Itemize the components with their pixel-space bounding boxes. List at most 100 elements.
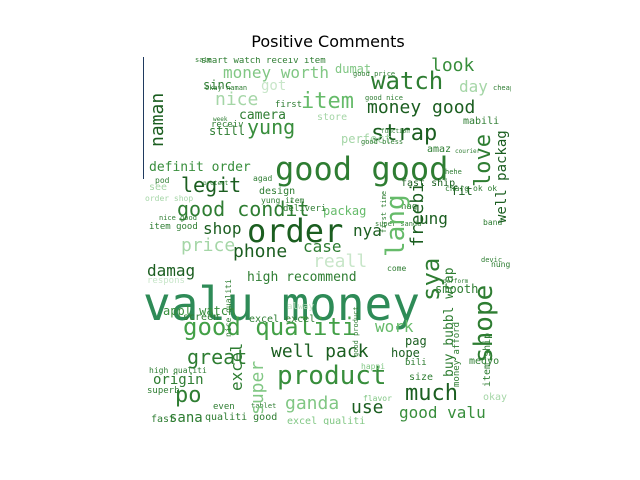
cloud-word: band [483, 218, 503, 227]
cloud-word: smart watch receiv item [201, 57, 326, 66]
cloud-word: strap [371, 121, 438, 146]
cloud-word: case [303, 237, 342, 256]
cloud-word: medyo [469, 356, 500, 367]
cloud-word-vertical: money afford [452, 321, 462, 387]
cloud-word: order [247, 212, 344, 250]
cloud-word: agad [253, 174, 273, 183]
cloud-word: even [213, 402, 235, 412]
cloud-word: work [375, 317, 414, 336]
cloud-word: nung [491, 260, 511, 269]
cloud-word: high qualiti [149, 366, 207, 375]
cloud-word: design [259, 186, 296, 197]
cloud-word: store [317, 112, 348, 123]
cloud-word-vertical: naman [147, 92, 168, 147]
cloud-word: po [175, 383, 202, 408]
cloud-word: ung [419, 209, 448, 228]
cloud-word: nag [401, 202, 418, 212]
cloud-word: pag [405, 334, 427, 348]
cloud-word: size [409, 372, 434, 383]
cloud-word: perform [443, 278, 469, 285]
cloud-word: item good [149, 222, 198, 232]
cloud-word: happi [361, 362, 386, 371]
cloud-word: phone [233, 241, 288, 262]
cloud-word: item [301, 89, 354, 114]
cloud-word: packag [323, 204, 367, 218]
cloud-word: order shop [145, 194, 194, 203]
cloud-word: camera [239, 108, 286, 123]
chart-title: Positive Comments [251, 32, 405, 51]
cloud-word: good bless [361, 138, 404, 146]
cloud-word: come [387, 264, 407, 273]
cloud-word: ganda [285, 393, 340, 414]
cloud-word: sana [169, 410, 203, 425]
cloud-word: courier [455, 148, 481, 155]
cloud-word: fast ship [401, 178, 456, 189]
cloud-word: valu money [143, 277, 420, 331]
cloud-word: yung [247, 115, 296, 139]
cloud-word: great [187, 345, 248, 369]
cloud-word: money worth [223, 63, 329, 82]
cloud-word: good qualiti [183, 313, 357, 341]
cloud-word: hope [391, 346, 420, 360]
cloud-word: damag [147, 261, 196, 280]
cloud-word: super sanda [375, 220, 422, 228]
cloud-word: flavor [363, 394, 392, 403]
word-cloud: valu money good good order good qualiti prod… [143, 57, 511, 425]
cloud-word: money good [367, 97, 476, 118]
cloud-word: ok ok [473, 184, 498, 193]
cloud-word: appl watch [163, 304, 236, 318]
cloud-word: day [459, 77, 488, 96]
cloud-word: mabili [463, 116, 500, 127]
cloud-word: reall [313, 251, 368, 272]
cloud-word-vertical: super [247, 360, 268, 415]
cloud-word: high recommend [247, 270, 357, 285]
cloud-word: sinc [203, 78, 232, 92]
cloud-word-vertical: first time [380, 190, 388, 233]
cloud-word: price [181, 235, 236, 256]
cloud-word: nice [215, 89, 259, 110]
cloud-word-vertical: sya [417, 257, 445, 301]
cloud-word-vertical: excel [227, 342, 246, 391]
cloud-word: protect [203, 180, 229, 187]
cloud-word: pod [155, 176, 170, 185]
cloud-word: good valu [399, 403, 486, 422]
cloud-word: still [209, 124, 246, 138]
cloud-word: excel qualiti [287, 416, 366, 426]
cloud-word: bili [405, 358, 427, 368]
cloud-word: definit order [149, 160, 251, 175]
cloud-word: look [431, 57, 475, 76]
cloud-word: fast [151, 414, 176, 425]
cloud-word: tablet [251, 402, 277, 410]
image-edge-line [143, 57, 144, 179]
cloud-word: week [213, 116, 228, 123]
cloud-word: well pack [271, 341, 369, 362]
cloud-word: legit [181, 173, 242, 197]
cloud-word-vertical: good product [352, 306, 360, 357]
cloud-word: got [261, 78, 287, 94]
cloud-word: smooth [435, 282, 479, 296]
cloud-word: good nice [365, 94, 403, 102]
cloud-word: good good [275, 150, 449, 188]
cloud-word: okay naman [205, 84, 248, 92]
cloud-word: receiv [211, 120, 244, 130]
cloud-word: nya [353, 221, 382, 240]
cloud-word: qualiti good [205, 412, 278, 423]
cloud-word: charg [445, 184, 470, 193]
cloud-word: product [277, 361, 387, 391]
cloud-word: excel excel [249, 314, 316, 325]
cloud-word: devic [481, 256, 503, 264]
cloud-word: watch [371, 67, 444, 95]
cloud-word: okay [483, 392, 508, 403]
cloud-word: cheap [493, 84, 511, 92]
cloud-word: fit [451, 184, 473, 198]
cloud-word: alway [287, 302, 315, 312]
cloud-word: superb [147, 386, 180, 396]
cloud-word: perfect [341, 132, 392, 146]
cloud-word: sale [195, 57, 212, 64]
cloud-word: first [275, 100, 303, 110]
cloud-word-vertical: nice qualiti [224, 279, 233, 337]
cloud-word: much [405, 381, 458, 406]
cloud-word: deliveri [283, 204, 327, 214]
cloud-word: shop [203, 219, 242, 238]
cloud-word: origin [153, 372, 204, 388]
